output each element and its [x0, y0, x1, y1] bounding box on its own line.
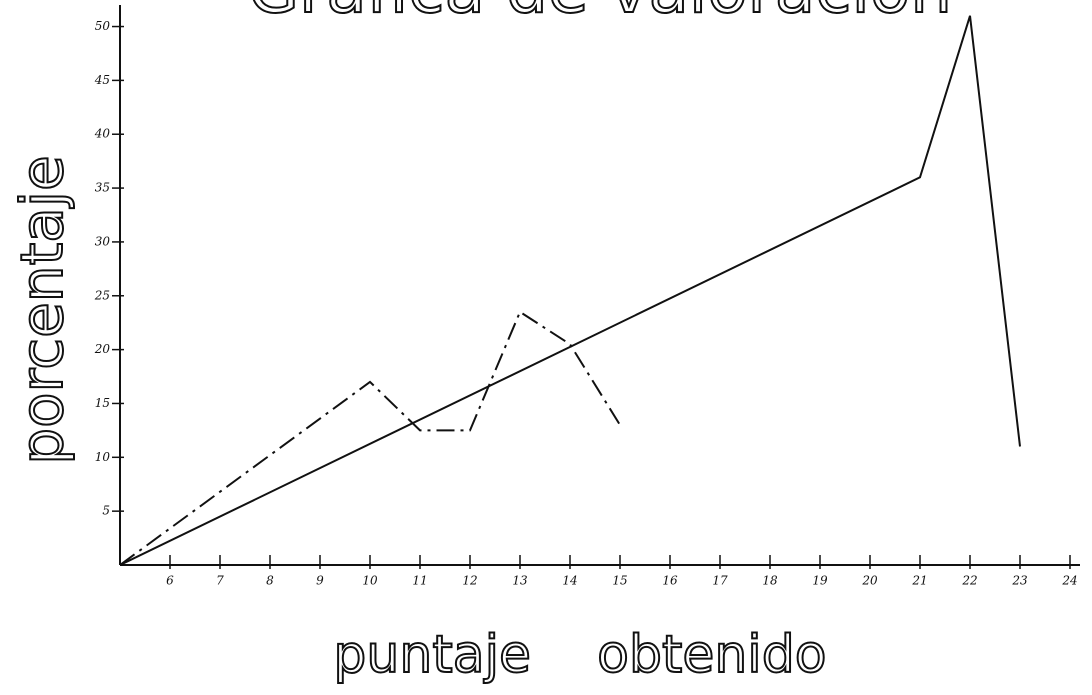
- x-tick-label: 10: [362, 574, 378, 588]
- x-axis-label: puntaje obtenido: [333, 625, 826, 685]
- x-tick-label: 22: [961, 574, 977, 588]
- y-tick-label: 40: [94, 127, 111, 141]
- x-tick-label: 12: [462, 574, 477, 588]
- x-tick-label: 13: [512, 574, 528, 588]
- y-axis-label: porcentaje: [8, 155, 76, 464]
- x-tick-label: 15: [612, 574, 627, 588]
- line-series: [119, 15, 1021, 566]
- x-tick-label: 8: [266, 574, 274, 588]
- y-tick-label: 35: [95, 181, 110, 195]
- x-tick-label: 20: [861, 574, 878, 588]
- y-tick-label: 50: [95, 19, 111, 33]
- y-tick-label: 15: [95, 396, 110, 410]
- x-tick-label: 16: [662, 574, 678, 588]
- y-tick-label: 45: [94, 73, 110, 87]
- x-tick-label: 6: [166, 574, 174, 588]
- x-tick-label: 17: [712, 574, 728, 588]
- x-tick-label: 24: [1061, 574, 1077, 588]
- x-tick-label: 11: [412, 574, 427, 588]
- y-tick-label: 10: [95, 450, 111, 464]
- y-tick-label: 20: [94, 342, 111, 356]
- y-tick-label: 5: [102, 504, 110, 518]
- x-tick-label: 14: [562, 574, 577, 588]
- x-tick-label: 9: [316, 574, 324, 588]
- x-tick-label: 21: [911, 574, 927, 588]
- y-tick-label: 25: [94, 288, 110, 302]
- x-tick-label: 18: [762, 574, 778, 588]
- x-tick-label: 7: [216, 574, 224, 588]
- y-tick-label: 30: [95, 234, 111, 248]
- x-tick-label: 23: [1011, 574, 1028, 588]
- line-series: [119, 310, 621, 566]
- chart-title: Grafica de valoracion: [248, 0, 952, 28]
- x-tick-label: 19: [812, 574, 828, 588]
